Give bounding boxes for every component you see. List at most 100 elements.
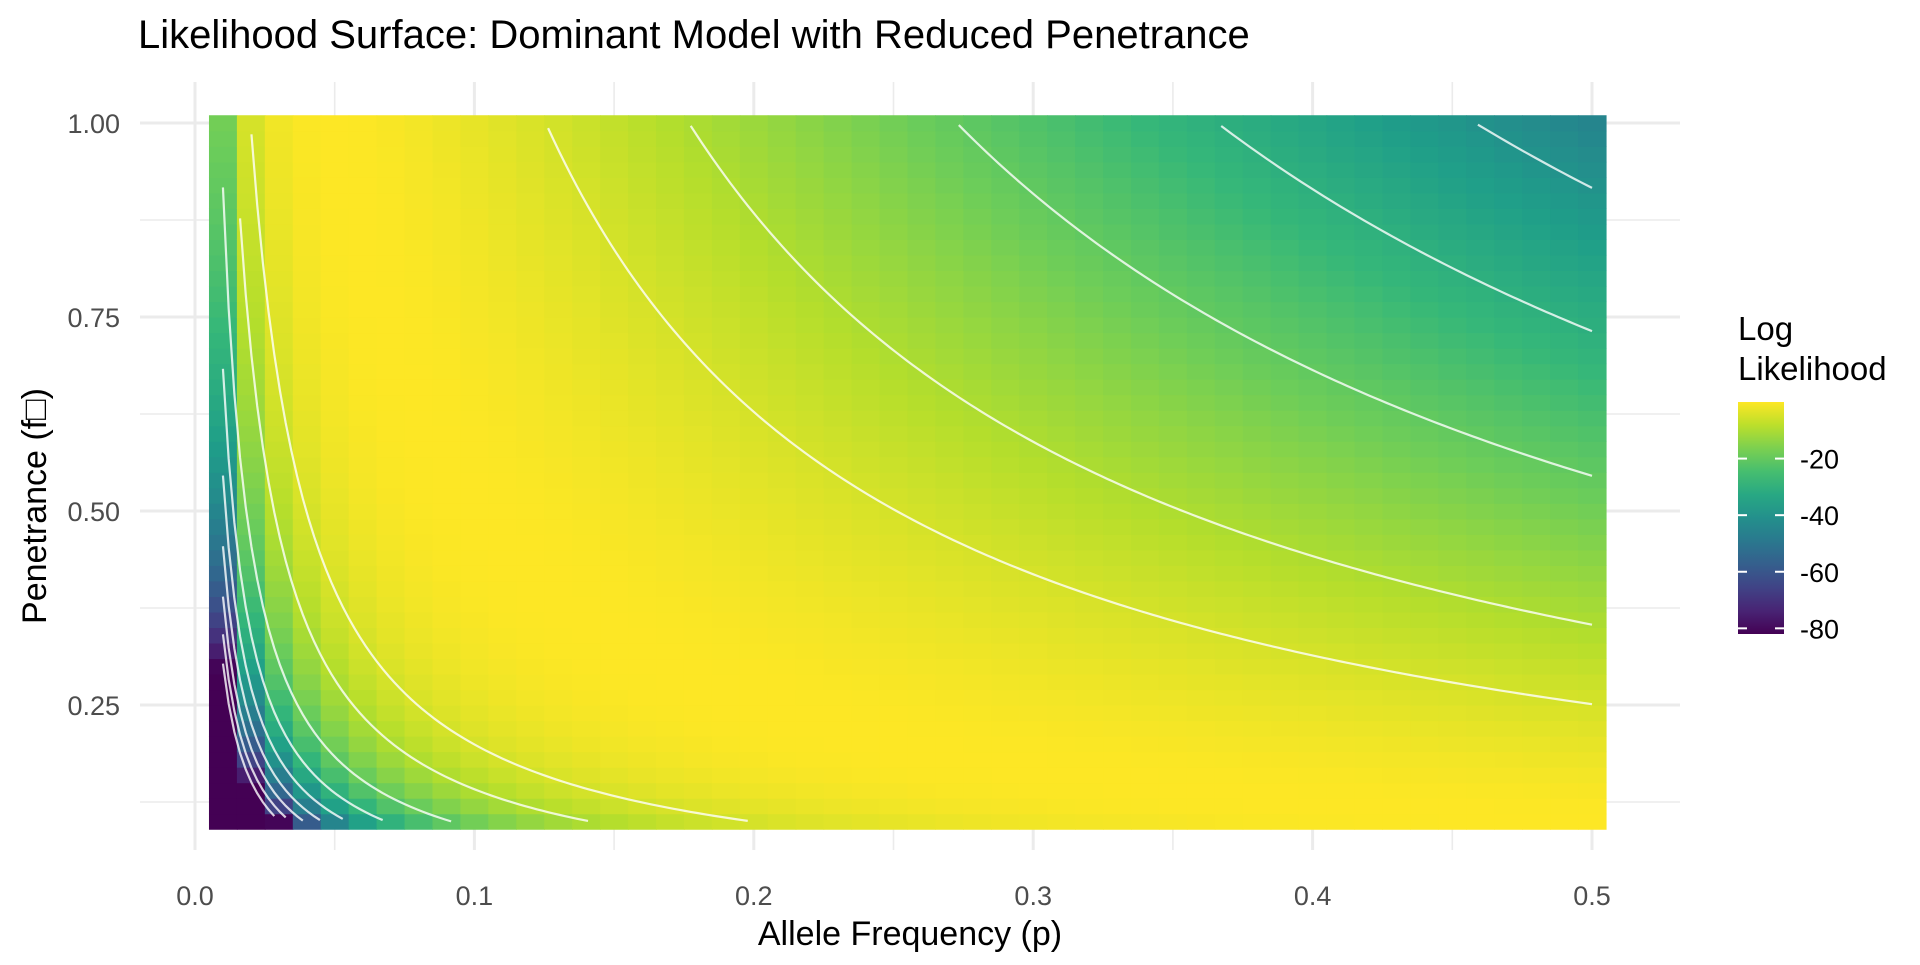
heatmap-cell <box>711 130 741 147</box>
heatmap-cell <box>572 673 601 691</box>
heatmap-cell <box>991 518 1020 535</box>
heatmap-cell <box>1410 720 1439 737</box>
heatmap-cell <box>600 798 629 815</box>
heatmap-cell <box>1103 130 1132 147</box>
heatmap-cell <box>656 689 685 706</box>
heatmap-cell <box>907 736 937 753</box>
heatmap-cell <box>1075 456 1104 473</box>
heatmap-cell <box>432 177 462 194</box>
heatmap-cell <box>264 270 294 287</box>
heatmap-cell <box>851 798 881 815</box>
heatmap-cell <box>1354 611 1384 628</box>
heatmap-cell <box>1019 720 1048 737</box>
heatmap-cell <box>739 425 769 442</box>
heatmap-cell <box>1382 363 1411 380</box>
heatmap-cell <box>320 549 350 566</box>
heatmap-cell <box>1242 767 1272 784</box>
contour-layer <box>221 123 1593 823</box>
heatmap-cell <box>1466 658 1495 675</box>
heatmap-cell <box>1466 208 1495 225</box>
heatmap-cell <box>823 456 853 473</box>
heatmap-cell <box>1522 782 1551 799</box>
heatmap-cell <box>572 767 601 784</box>
heatmap-cell <box>1103 705 1132 722</box>
heatmap-cell <box>1522 518 1551 535</box>
heatmap-cell <box>907 611 937 628</box>
heatmap-cell <box>1075 410 1104 427</box>
heatmap-cell <box>683 348 713 365</box>
heatmap-cell <box>516 580 545 597</box>
heatmap-cell <box>600 177 629 194</box>
heatmap-cell <box>264 410 294 427</box>
heatmap-cell <box>1438 782 1467 799</box>
heatmap-cell <box>767 798 797 815</box>
heatmap-cell <box>1438 177 1467 194</box>
heatmap-cell <box>236 239 266 256</box>
heatmap-cell <box>739 161 769 178</box>
heatmap-cell <box>1214 658 1244 675</box>
heatmap-cell <box>739 813 769 830</box>
heatmap-cell <box>1214 549 1244 566</box>
heatmap-cell <box>600 425 629 442</box>
heatmap-cell <box>795 161 825 178</box>
heatmap-cell <box>320 285 350 303</box>
heatmap-cell <box>739 627 769 644</box>
heatmap-cell <box>1578 270 1607 287</box>
heatmap-cell <box>1326 627 1356 644</box>
heatmap-cell <box>348 301 378 318</box>
heatmap-cell <box>1438 767 1467 784</box>
heatmap-cell <box>1298 798 1328 815</box>
heatmap-cell <box>1466 130 1495 147</box>
heatmap-cell <box>628 798 657 815</box>
heatmap-cell <box>1326 332 1356 349</box>
heatmap-cell <box>600 441 629 458</box>
heatmap-cell <box>1103 673 1132 691</box>
heatmap-cell <box>516 798 545 815</box>
heatmap-cell <box>656 813 685 830</box>
heatmap-cell <box>1242 751 1272 768</box>
heatmap-cell <box>236 285 266 303</box>
heatmap-cell <box>1019 689 1048 706</box>
heatmap-cell <box>1382 177 1411 194</box>
heatmap-cell <box>1326 736 1356 753</box>
heatmap-cell <box>1550 410 1579 427</box>
heatmap-cell <box>264 301 294 318</box>
heatmap-cell <box>348 115 378 132</box>
heatmap-cell <box>1326 363 1356 380</box>
heatmap-cell <box>208 115 238 132</box>
heatmap-cell <box>488 518 517 535</box>
heatmap-cell <box>1158 549 1188 566</box>
heatmap-cell <box>907 565 937 582</box>
heatmap-cell <box>1242 782 1272 799</box>
heatmap-cell <box>851 239 881 256</box>
heatmap-cell <box>1158 813 1188 830</box>
heatmap-cell <box>879 689 909 706</box>
heatmap-cell <box>1270 317 1300 334</box>
heatmap-cell <box>1019 332 1048 349</box>
heatmap-cell <box>1103 317 1132 334</box>
heatmap-cell <box>1354 798 1384 815</box>
heatmap-cell <box>1466 301 1495 318</box>
heatmap-cell <box>264 363 294 380</box>
heatmap-cell <box>264 177 294 194</box>
heatmap-cell <box>432 565 462 582</box>
heatmap-cell <box>1186 161 1216 178</box>
heatmap-cell <box>404 565 434 582</box>
heatmap-cell <box>935 596 964 613</box>
heatmap-cell <box>516 130 545 147</box>
heatmap-cell <box>935 177 964 194</box>
heatmap-cell <box>1410 782 1439 799</box>
heatmap-cell <box>1578 332 1607 349</box>
heatmap-cell <box>1242 410 1272 427</box>
heatmap-cell <box>1578 658 1607 675</box>
heatmap-cell <box>907 642 937 660</box>
heatmap-cell <box>1158 472 1188 489</box>
heatmap-cell <box>1186 441 1216 458</box>
heatmap-cell <box>1466 115 1495 132</box>
heatmap-cell <box>1158 487 1188 504</box>
heatmap-cell <box>935 503 964 520</box>
heatmap-cell <box>879 813 909 830</box>
heatmap-cell <box>656 208 685 225</box>
heatmap-cell <box>488 689 517 706</box>
heatmap-cell <box>851 425 881 442</box>
